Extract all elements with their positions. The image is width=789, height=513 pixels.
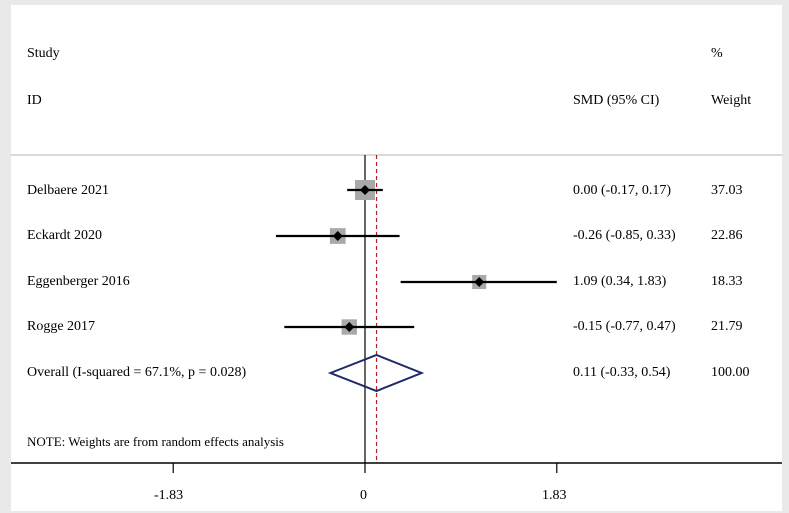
study-weight-2: 18.33 bbox=[711, 274, 743, 289]
study-weight-3: 21.79 bbox=[711, 319, 743, 334]
overall-diamond bbox=[327, 353, 425, 393]
study-ci-0: 0.00 (-0.17, 0.17) bbox=[573, 183, 671, 198]
header-percent: % bbox=[711, 46, 723, 61]
header-weight: Weight bbox=[711, 93, 752, 108]
study-point-1 bbox=[332, 231, 343, 241]
header-study: Study bbox=[27, 46, 60, 61]
study-point-2 bbox=[474, 277, 485, 287]
note-text: NOTE: Weights are from random effects an… bbox=[27, 434, 284, 449]
study-point-0 bbox=[360, 185, 370, 195]
overall-label: Overall (I-squared = 67.1%, p = 0.028) bbox=[27, 365, 247, 380]
study-point-3 bbox=[344, 322, 355, 332]
overall-weight: 100.00 bbox=[711, 365, 750, 380]
study-ci-1: -0.26 (-0.85, 0.33) bbox=[573, 228, 676, 243]
study-label-0: Delbaere 2021 bbox=[27, 183, 110, 198]
study-label-2: Eggenberger 2016 bbox=[27, 274, 130, 289]
header-id: ID bbox=[27, 93, 42, 108]
study-label-1: Eckardt 2020 bbox=[27, 228, 103, 243]
study-ci-2: 1.09 (0.34, 1.83) bbox=[573, 274, 667, 289]
plot-panel bbox=[11, 5, 782, 511]
tick-label-0: -1.83 bbox=[154, 488, 184, 503]
study-weight-1: 22.86 bbox=[711, 228, 743, 243]
study-weight-0: 37.03 bbox=[711, 183, 743, 198]
study-ci-3: -0.15 (-0.77, 0.47) bbox=[573, 319, 676, 334]
tick-label-1: 0 bbox=[360, 488, 367, 503]
overall-ci: 0.11 (-0.33, 0.54) bbox=[573, 365, 671, 380]
tick-label-2: 1.83 bbox=[542, 488, 567, 503]
study-label-3: Rogge 2017 bbox=[27, 319, 96, 334]
header-effect: SMD (95% CI) bbox=[573, 93, 660, 108]
